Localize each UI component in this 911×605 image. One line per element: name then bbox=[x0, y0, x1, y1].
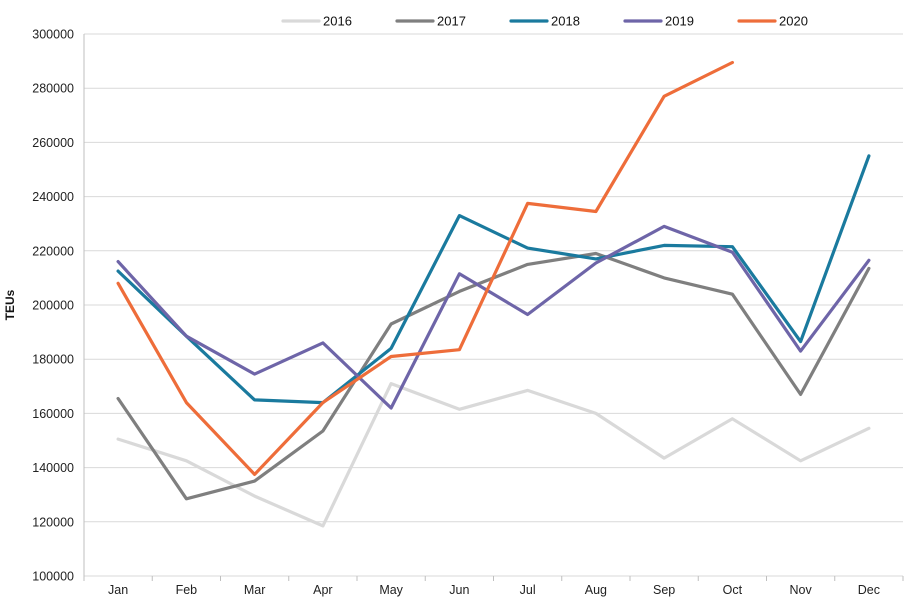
x-tick-label: Dec bbox=[858, 583, 880, 597]
x-tick-label: Sep bbox=[653, 583, 675, 597]
legend-label-2016: 2016 bbox=[323, 14, 352, 29]
grid bbox=[83, 33, 903, 577]
x-tick-label: Jul bbox=[520, 583, 536, 597]
y-tick-label: 120000 bbox=[32, 515, 74, 529]
y-tick-label: 160000 bbox=[32, 407, 74, 421]
x-tick-label: Nov bbox=[790, 583, 813, 597]
legend-label-2017: 2017 bbox=[437, 14, 466, 29]
series-line-2020 bbox=[116, 60, 735, 476]
y-tick-label: 280000 bbox=[32, 82, 74, 96]
legend-label-2019: 2019 bbox=[665, 14, 694, 29]
y-tick-label: 300000 bbox=[32, 28, 74, 42]
x-tick-label: Oct bbox=[723, 583, 743, 597]
x-tick-label: Jan bbox=[108, 583, 128, 597]
x-tick-label: Feb bbox=[176, 583, 198, 597]
x-tick-label: Aug bbox=[585, 583, 607, 597]
y-axis-label: TEUs bbox=[3, 289, 17, 320]
y-tick-label: 200000 bbox=[32, 299, 74, 313]
x-tick-label: Apr bbox=[313, 583, 332, 597]
x-tick-label: May bbox=[379, 583, 403, 597]
legend: 2016 2017 2018 2019 2020 bbox=[281, 14, 808, 29]
series-line-2018 bbox=[116, 154, 871, 405]
legend-label-2018: 2018 bbox=[551, 14, 580, 29]
y-tick-label: 240000 bbox=[32, 190, 74, 204]
x-tick-label: Jun bbox=[449, 583, 469, 597]
y-axis: 100000 120000 140000 160000 180000 200000 2200… bbox=[32, 28, 74, 584]
legend-label-2020: 2020 bbox=[779, 14, 808, 29]
y-tick-label: 140000 bbox=[32, 461, 74, 475]
y-tick-label: 260000 bbox=[32, 136, 74, 150]
y-tick-label: 180000 bbox=[32, 353, 74, 367]
x-tick-label: Mar bbox=[244, 583, 266, 597]
y-tick-label: 220000 bbox=[32, 244, 74, 258]
series-lines bbox=[116, 60, 871, 528]
x-axis: Jan Feb Mar Apr May Jun Jul Aug Sep Oct Nov Dec bbox=[83, 576, 904, 597]
series-line-2019 bbox=[116, 224, 871, 410]
y-tick-label: 100000 bbox=[32, 570, 74, 584]
series-line-2016 bbox=[116, 382, 871, 528]
